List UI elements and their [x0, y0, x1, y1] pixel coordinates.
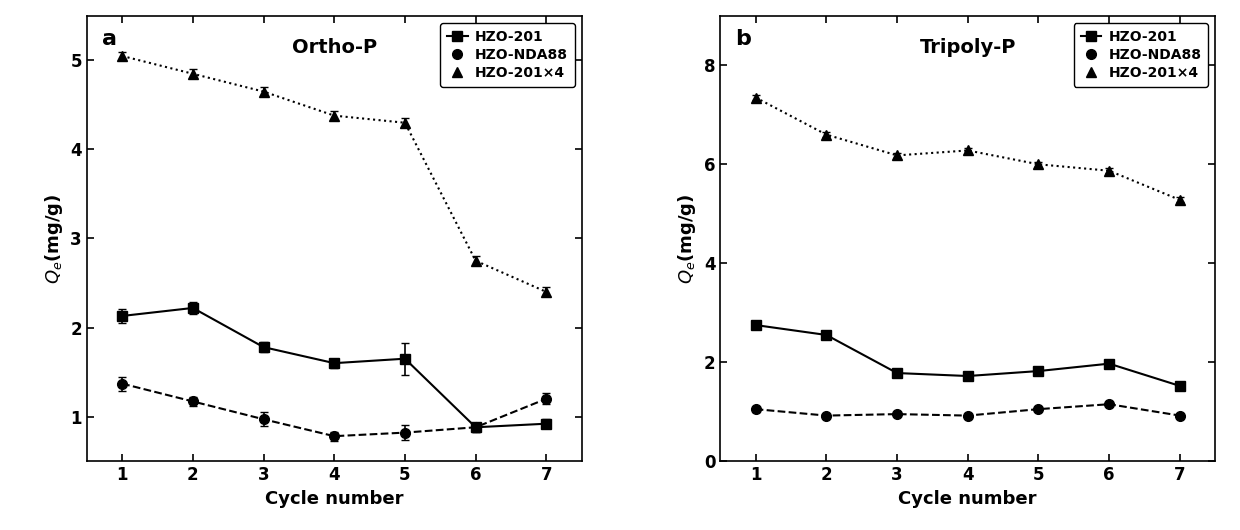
Legend: HZO-201, HZO-NDA88, HZO-201×4: HZO-201, HZO-NDA88, HZO-201×4: [1074, 23, 1208, 87]
Y-axis label: $Q_e$(mg/g): $Q_e$(mg/g): [676, 193, 698, 284]
X-axis label: Cycle number: Cycle number: [899, 490, 1037, 508]
Text: Ortho-P: Ortho-P: [291, 38, 377, 57]
Legend: HZO-201, HZO-NDA88, HZO-201×4: HZO-201, HZO-NDA88, HZO-201×4: [440, 23, 575, 87]
Y-axis label: $Q_e$(mg/g): $Q_e$(mg/g): [42, 193, 64, 284]
Text: Tripoly-P: Tripoly-P: [920, 38, 1016, 57]
Text: b: b: [735, 29, 751, 49]
X-axis label: Cycle number: Cycle number: [265, 490, 403, 508]
Text: a: a: [102, 29, 117, 49]
